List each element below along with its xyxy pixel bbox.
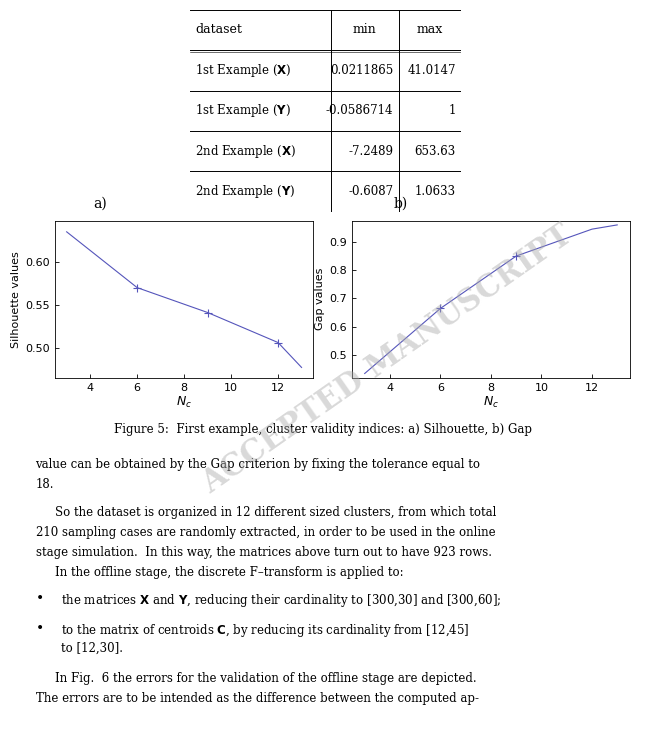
- Text: a): a): [93, 197, 107, 211]
- Text: 1st Example ($\mathbf{Y}$): 1st Example ($\mathbf{Y}$): [195, 102, 291, 119]
- Text: max: max: [417, 23, 443, 37]
- Text: 1: 1: [448, 104, 456, 117]
- Text: -0.0586714: -0.0586714: [326, 104, 393, 117]
- Y-axis label: Gap values: Gap values: [315, 268, 326, 331]
- X-axis label: $N_c$: $N_c$: [483, 396, 499, 411]
- Text: 2nd Example ($\mathbf{Y}$): 2nd Example ($\mathbf{Y}$): [195, 183, 296, 200]
- Text: -0.6087: -0.6087: [348, 185, 393, 198]
- Text: 0.0211865: 0.0211865: [330, 64, 393, 77]
- Text: stage simulation.  In this way, the matrices above turn out to have 923 rows.: stage simulation. In this way, the matri…: [36, 546, 492, 559]
- Text: dataset: dataset: [195, 23, 242, 37]
- Text: 210 sampling cases are randomly extracted, in order to be used in the online: 210 sampling cases are randomly extracte…: [36, 526, 495, 539]
- Text: to the matrix of centroids $\mathbf{C}$, by reducing its cardinality from [12,45: to the matrix of centroids $\mathbf{C}$,…: [61, 622, 470, 639]
- Text: In Fig.  6 the errors for the validation of the offline stage are depicted.: In Fig. 6 the errors for the validation …: [55, 672, 477, 685]
- Text: 41.0147: 41.0147: [408, 64, 456, 77]
- Text: min: min: [353, 23, 377, 37]
- Text: to [12,30].: to [12,30].: [61, 643, 123, 655]
- Text: 1.0633: 1.0633: [415, 185, 456, 198]
- Text: ACCEPTED MANUSCRIPT: ACCEPTED MANUSCRIPT: [196, 219, 579, 499]
- Text: b): b): [393, 197, 408, 211]
- Text: The errors are to be intended as the difference between the computed ap-: The errors are to be intended as the dif…: [36, 693, 479, 705]
- Text: 1st Example ($\mathbf{X}$): 1st Example ($\mathbf{X}$): [195, 62, 292, 79]
- Text: 653.63: 653.63: [415, 144, 456, 158]
- Text: Figure 5:  First example, cluster validity indices: a) Silhouette, b) Gap: Figure 5: First example, cluster validit…: [114, 423, 532, 435]
- Text: •: •: [36, 622, 44, 636]
- Text: the matrices $\mathbf{X}$ and $\mathbf{Y}$, reducing their cardinality to [300,3: the matrices $\mathbf{X}$ and $\mathbf{Y…: [61, 592, 502, 609]
- X-axis label: $N_c$: $N_c$: [176, 396, 192, 411]
- Text: 18.: 18.: [36, 478, 54, 491]
- Text: 2nd Example ($\mathbf{X}$): 2nd Example ($\mathbf{X}$): [195, 143, 297, 159]
- Text: So the dataset is organized in 12 different sized clusters, from which total: So the dataset is organized in 12 differ…: [55, 506, 496, 519]
- Text: •: •: [36, 592, 44, 606]
- Text: value can be obtained by the Gap criterion by fixing the tolerance equal to: value can be obtained by the Gap criteri…: [36, 458, 481, 470]
- Y-axis label: Silhouette values: Silhouette values: [11, 251, 21, 348]
- Text: In the offline stage, the discrete F–transform is applied to:: In the offline stage, the discrete F–tra…: [55, 566, 404, 579]
- Text: -7.2489: -7.2489: [348, 144, 393, 158]
